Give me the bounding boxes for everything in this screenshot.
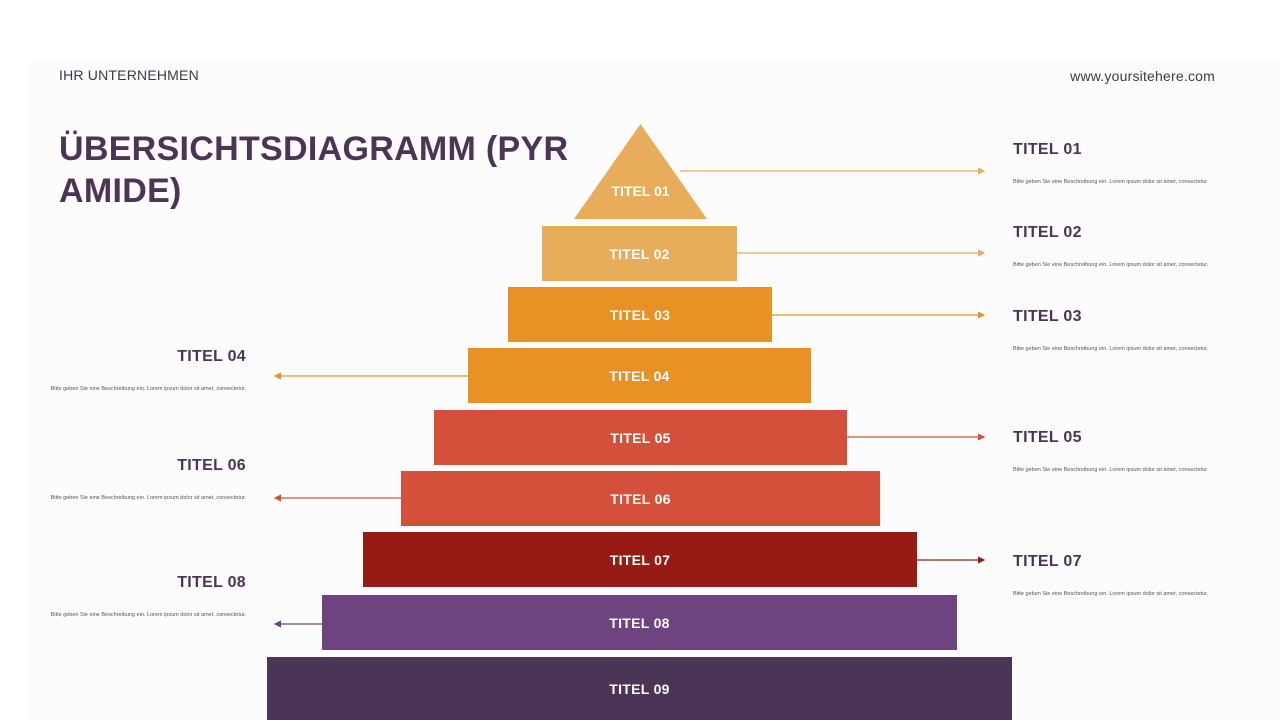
pyramid-tier-09: TITEL 09	[267, 657, 1012, 720]
callout-07: TITEL 07 Bitte geben Sie eine Beschreibu…	[1013, 553, 1233, 597]
callout-desc: Bitte geben Sie eine Beschreibung ein. L…	[1013, 467, 1209, 473]
callout-title: TITEL 03	[1013, 308, 1082, 325]
callout-title: TITEL 08	[177, 574, 246, 591]
callout-desc: Bitte geben Sie eine Beschreibung ein. L…	[1013, 346, 1209, 352]
callout-08: TITEL 08 Bitte geben Sie eine Beschreibu…	[26, 574, 246, 618]
callout-01: TITEL 01 Bitte geben Sie eine Beschreibu…	[1013, 141, 1233, 185]
callout-desc: Bitte geben Sie eine Beschreibung ein. L…	[1013, 262, 1209, 268]
callout-05: TITEL 05 Bitte geben Sie eine Beschreibu…	[1013, 429, 1233, 473]
callout-title: TITEL 02	[1013, 224, 1082, 241]
pyramid-tier-01: TITEL 01	[574, 124, 707, 219]
callout-desc: Bitte geben Sie eine Beschreibung ein. L…	[1013, 179, 1209, 185]
callout-desc: Bitte geben Sie eine Beschreibung ein. L…	[1013, 591, 1209, 597]
callout-desc: Bitte geben Sie eine Beschreibung ein. L…	[50, 495, 246, 501]
callout-04: TITEL 04 Bitte geben Sie eine Beschreibu…	[26, 348, 246, 392]
pyramid-tier-06: TITEL 06	[401, 471, 880, 526]
pyramid-tier-08: TITEL 08	[322, 595, 957, 650]
pyramid-tier-07: TITEL 07	[363, 532, 917, 587]
tier-label-01: TITEL 01	[611, 183, 670, 199]
pyramid-tier-05: TITEL 05	[434, 410, 847, 465]
callout-title: TITEL 05	[1013, 429, 1082, 446]
page-title: ÜBERSICHTSDIAGRAMM (PYRAMIDE)	[59, 130, 569, 210]
pyramid-tier-03: TITEL 03	[508, 287, 772, 342]
pyramid-tier-02: TITEL 02	[542, 226, 737, 281]
callout-title: TITEL 04	[177, 348, 246, 365]
callout-03: TITEL 03 Bitte geben Sie eine Beschreibu…	[1013, 308, 1233, 352]
website-url: www.yoursitehere.com	[1070, 68, 1215, 84]
callout-title: TITEL 06	[177, 457, 246, 474]
callout-desc: Bitte geben Sie eine Beschreibung ein. L…	[50, 386, 246, 392]
callout-02: TITEL 02 Bitte geben Sie eine Beschreibu…	[1013, 224, 1233, 268]
company-name: IHR UNTERNEHMEN	[59, 67, 199, 83]
callout-title: TITEL 07	[1013, 553, 1082, 570]
callout-06: TITEL 06 Bitte geben Sie eine Beschreibu…	[26, 457, 246, 501]
callout-desc: Bitte geben Sie eine Beschreibung ein. L…	[50, 612, 246, 618]
callout-title: TITEL 01	[1013, 141, 1082, 158]
pyramid-tier-04: TITEL 04	[468, 348, 811, 403]
